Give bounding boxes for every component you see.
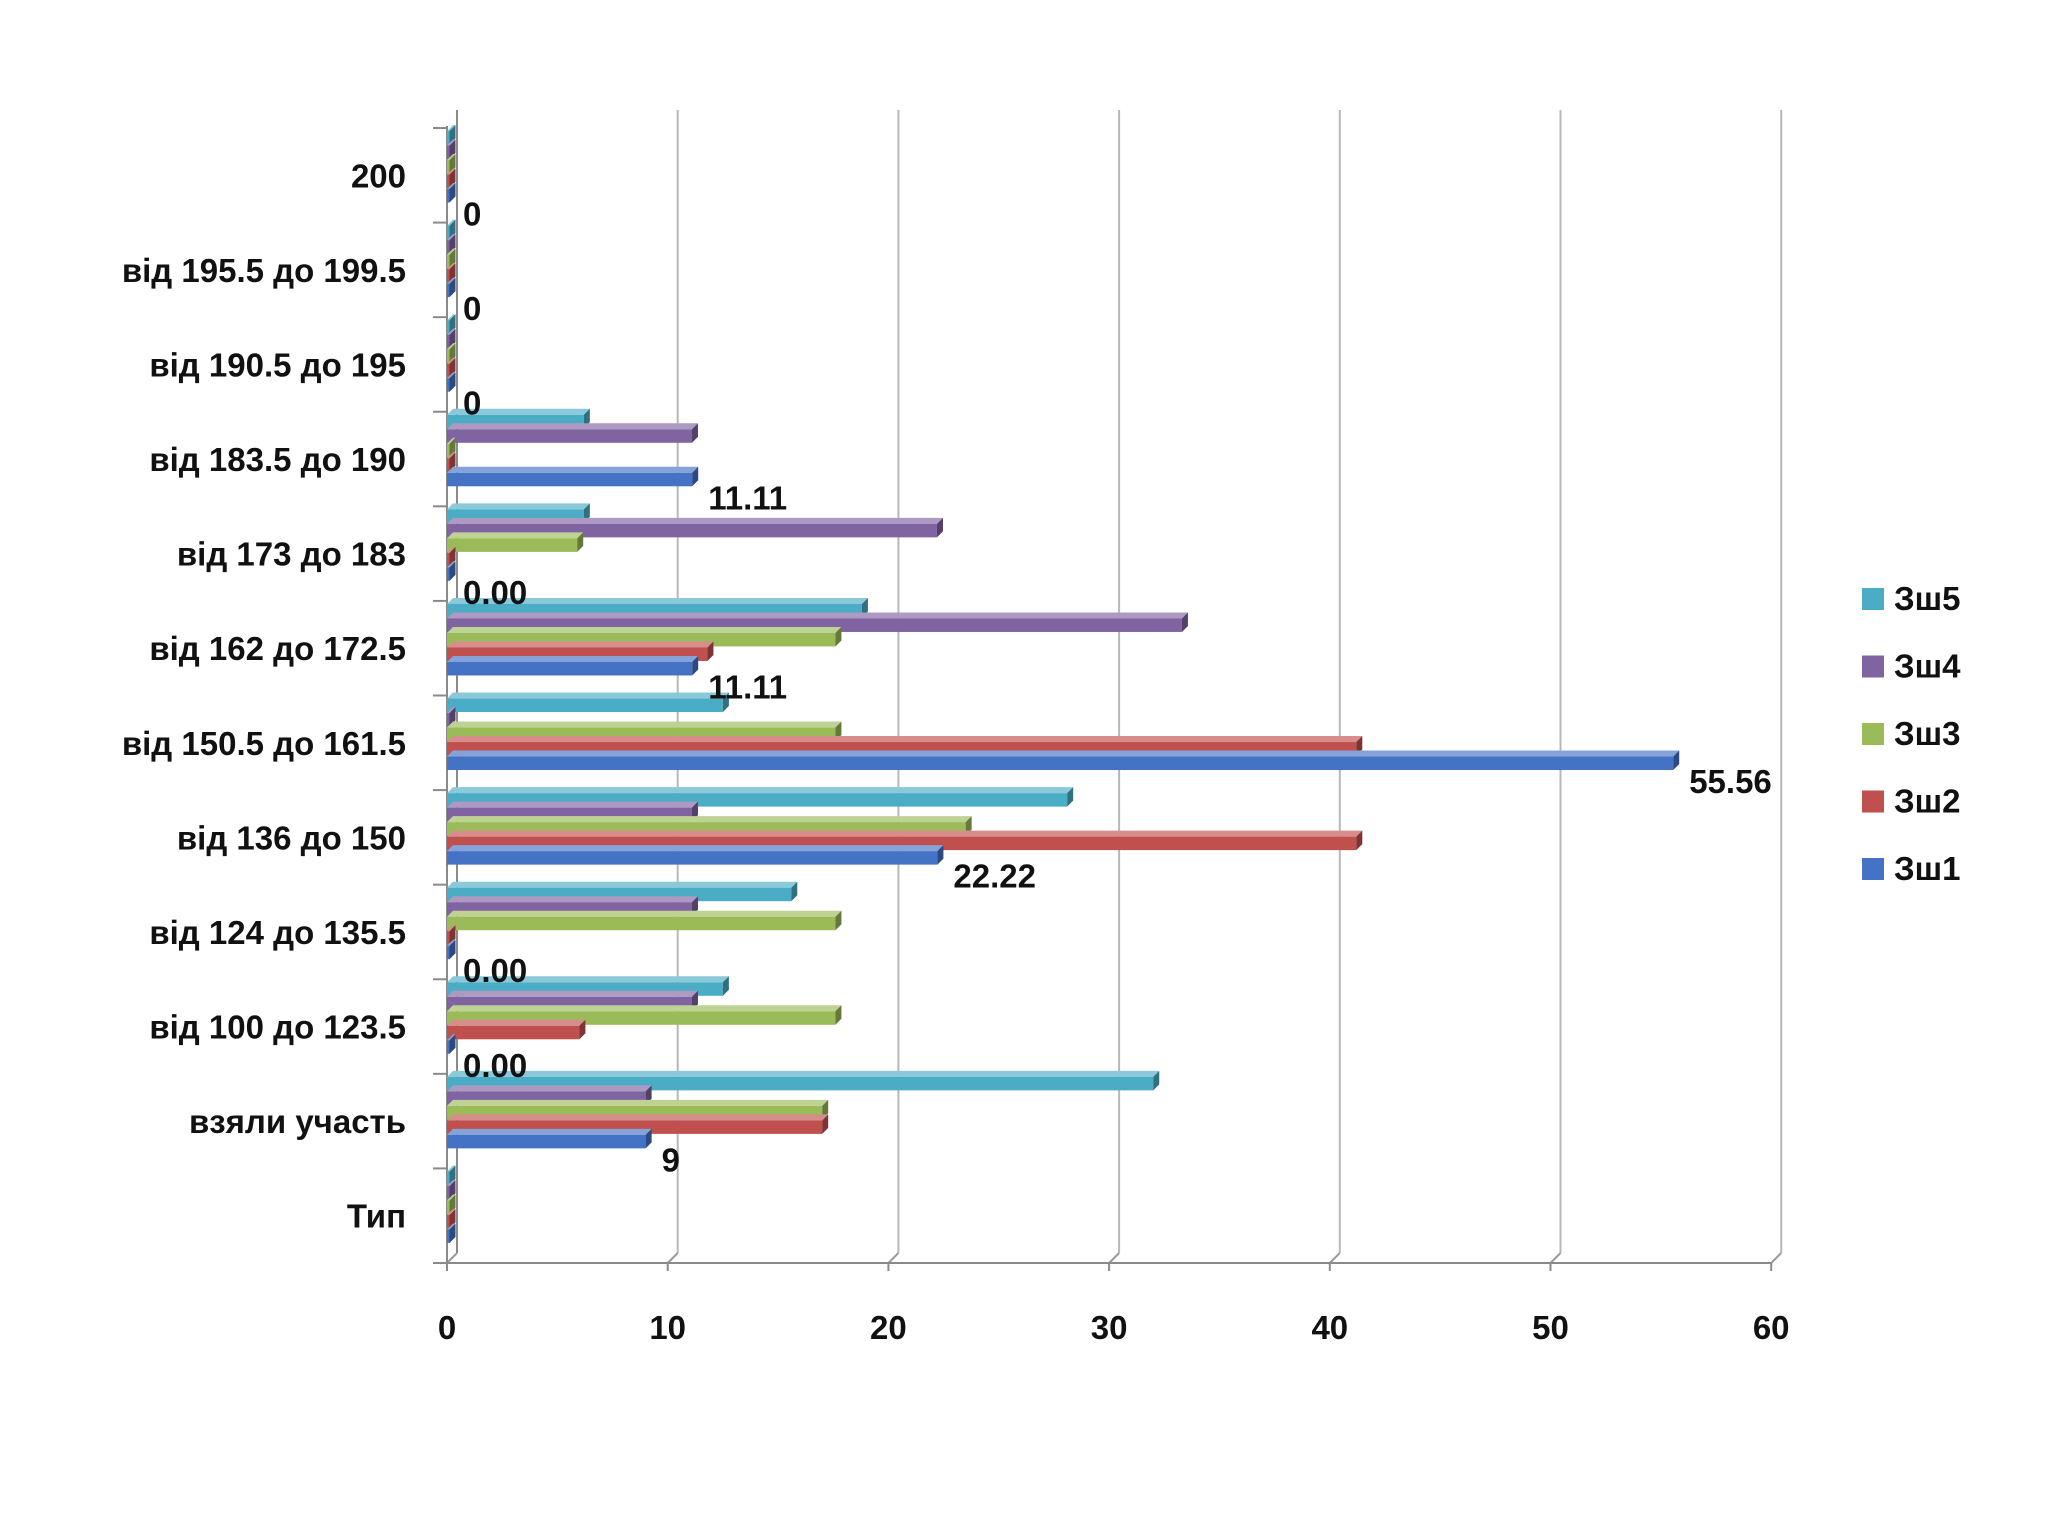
bar-Зш1-11 (447, 183, 456, 203)
gridline-floor-50 (1549, 1252, 1562, 1264)
legend: Зш5 Зш4 Зш3 Зш2 Зш1 (1862, 580, 1961, 887)
category-label: від 190.5 до 195 (149, 346, 406, 383)
x-tick-label-40: 40 (1311, 1309, 1348, 1346)
data-label: 9 (662, 1141, 680, 1178)
category-label: від 124 до 135.5 (149, 914, 406, 951)
axes (433, 110, 1773, 1271)
bar-Зш2-2 (447, 1019, 586, 1040)
data-label: 0.00 (463, 574, 527, 611)
category-label: взяли участь (189, 1103, 406, 1140)
legend-label: Зш3 (1894, 715, 1961, 752)
gridline-floor-0 (446, 1252, 458, 1264)
category-label: від 136 до 150 (177, 819, 406, 856)
data-label: 55.56 (1689, 763, 1772, 800)
category-label: від 173 до 183 (177, 536, 406, 573)
data-label: 11.11 (708, 668, 787, 705)
data-label: 0.00 (463, 952, 527, 989)
bar-Зш1-1 (447, 1128, 652, 1149)
x-tick-label-60: 60 (1753, 1309, 1790, 1346)
data-label: 22.22 (953, 858, 1036, 895)
legend-label: Зш1 (1894, 850, 1961, 887)
category-labels: Тип взяли участь від 100 до 123.5 від 124 д… (122, 157, 406, 1234)
x-tick-label-30: 30 (1091, 1309, 1128, 1346)
legend-swatch (1862, 723, 1884, 745)
legend-item-Зш2: Зш2 (1862, 783, 1961, 820)
legend-swatch (1862, 655, 1884, 678)
bar-Зш3-3 (447, 910, 842, 931)
bar-Зш1-7 (447, 561, 456, 581)
gridline-floor-60 (1770, 1252, 1782, 1264)
data-label: 0 (463, 290, 481, 327)
x-tick-label-50: 50 (1532, 1309, 1569, 1346)
bar-Зш4-8 (447, 423, 698, 443)
legend-item-Зш3: Зш3 (1862, 715, 1961, 752)
category-label: Тип (347, 1198, 406, 1235)
category-label: від 195.5 до 199.5 (122, 252, 406, 289)
data-label: 0 (463, 385, 481, 422)
bar-Зш3-7 (447, 532, 584, 552)
legend-swatch (1862, 790, 1884, 813)
legend-label: Зш4 (1894, 648, 1961, 685)
legend-item-Зш4: Зш4 (1862, 648, 1961, 685)
bar-Зш1-6 (447, 655, 699, 676)
x-tick-labels: 0 10 20 30 40 50 60 (438, 1309, 1790, 1346)
legend-swatch (1862, 858, 1884, 880)
bar-Зш1-9 (447, 372, 456, 392)
bar-Зш1-8 (447, 466, 699, 487)
legend-label: Зш2 (1894, 783, 1961, 820)
category-label: від 150.5 до 161.5 (122, 725, 406, 762)
data-label: 0.00 (463, 1047, 527, 1084)
bar-Зш1-10 (447, 277, 456, 298)
bars (447, 125, 1680, 1243)
category-label: від 100 до 123.5 (149, 1009, 406, 1046)
bar-Зш1-2 (447, 1034, 456, 1054)
gridline-floor-20 (887, 1252, 900, 1264)
legend-label: Зш5 (1894, 580, 1961, 617)
x-tick-label-20: 20 (870, 1309, 907, 1346)
legend-swatch (1862, 588, 1884, 610)
bar-Зш1-5 (447, 750, 1680, 771)
x-tick-label-10: 10 (649, 1309, 686, 1346)
gridline-floor-30 (1108, 1252, 1120, 1264)
x-tick-label-0: 0 (438, 1309, 456, 1346)
grid-lines (446, 110, 1783, 1264)
data-labels: 9 0.00 0.00 22.22 55.56 11.11 0.00 11.11 0 0 0 (463, 196, 1772, 1179)
data-label: 0 (463, 196, 481, 233)
bar-Зш1-3 (447, 939, 456, 960)
gridline-floor-40 (1329, 1252, 1341, 1264)
bar-Зш1-4 (447, 845, 944, 865)
bar-Зш5-5 (447, 692, 729, 713)
category-label: 200 (351, 157, 406, 194)
legend-item-Зш5: Зш5 (1862, 580, 1961, 617)
category-label: від 183.5 до 190 (149, 441, 406, 478)
gridline-floor-10 (666, 1252, 679, 1264)
bar-Зш1-0 (447, 1223, 456, 1243)
data-label: 11.11 (708, 479, 787, 516)
legend-item-Зш1: Зш1 (1862, 850, 1961, 887)
category-label: від 162 до 172.5 (149, 630, 406, 667)
